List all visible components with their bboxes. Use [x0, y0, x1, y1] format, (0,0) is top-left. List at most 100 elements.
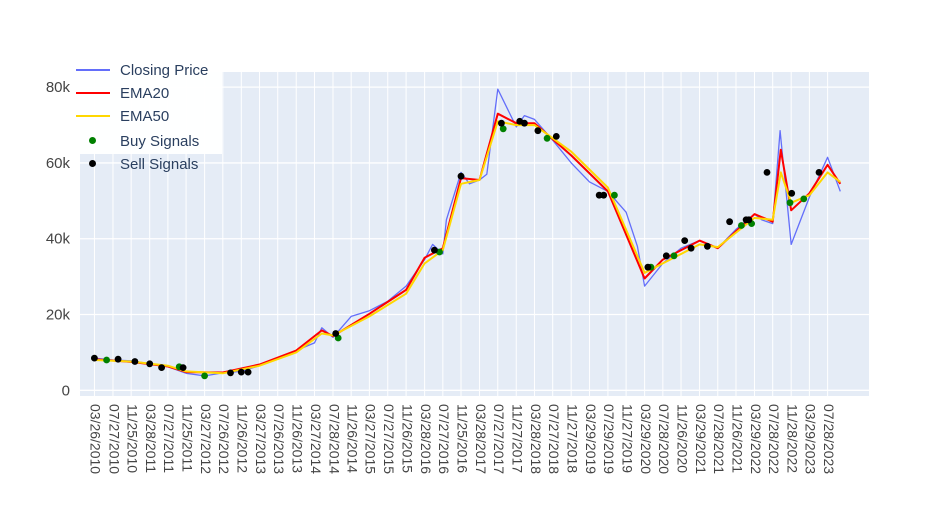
sell-signal-marker — [158, 364, 166, 371]
legend-swatch-ema50 — [76, 115, 110, 117]
x-tick-label: 11/26/2012 — [235, 404, 251, 473]
x-tick-label: 07/27/2015 — [381, 404, 397, 474]
buy-signal-marker — [670, 252, 678, 260]
legend-dot-buy-signals — [89, 137, 96, 144]
x-tick-label: 07/28/2022 — [766, 404, 782, 474]
x-tick-label: 07/29/2019 — [601, 404, 617, 474]
sell-signal-marker — [114, 355, 122, 363]
sell-signal-marker — [745, 216, 753, 224]
buy-signal-marker — [103, 356, 110, 364]
sell-signal-marker — [179, 364, 187, 371]
sell-signal-marker — [332, 330, 340, 337]
x-tick-label: 03/29/2022 — [748, 404, 764, 474]
legend-item-closing-price[interactable]: Closing Price — [70, 59, 222, 81]
x-tick-label: 03/27/2014 — [308, 404, 324, 474]
legend-label-sell-signals: Sell Signals — [120, 156, 199, 173]
y-tick-label: 80k — [46, 79, 71, 96]
y-tick-label: 0 — [62, 382, 70, 399]
sell-signal-marker — [521, 119, 528, 127]
x-tick-label: 11/27/2018 — [564, 404, 580, 473]
legend-item-ema20[interactable]: EMA20 — [70, 82, 222, 104]
legend-label-ema50: EMA50 — [120, 108, 170, 125]
x-tick-label: 03/26/2010 — [88, 404, 104, 474]
x-tick-label: 03/29/2020 — [638, 404, 654, 474]
legend-item-ema50[interactable]: EMA50 — [70, 105, 222, 127]
x-tick-label: 03/27/2015 — [363, 404, 379, 474]
legend-dot-sell-signals — [89, 160, 96, 167]
sell-signal-marker — [687, 244, 695, 252]
x-tick-label: 11/25/2011 — [179, 404, 195, 472]
x-tick-label: 11/25/2010 — [124, 404, 140, 473]
legend-label-closing-price: Closing Price — [120, 62, 209, 79]
x-tick-label: 03/28/2018 — [528, 404, 544, 474]
x-tick-label: 11/26/2015 — [399, 404, 415, 473]
sell-signal-marker — [498, 119, 505, 127]
legend-item-sell-signals[interactable]: Sell Signals — [70, 153, 222, 175]
x-tick-label: 07/27/2016 — [436, 404, 452, 474]
buy-signal-marker — [786, 199, 794, 207]
sell-signal-marker — [704, 242, 711, 250]
legend-item-buy-signals[interactable]: Buy Signals — [70, 130, 222, 152]
sell-signal-marker — [726, 218, 733, 226]
x-tick-label: 03/28/2011 — [143, 404, 159, 473]
x-tick-label: 11/26/2013 — [290, 404, 306, 473]
sell-signal-marker — [244, 368, 252, 376]
sell-signal-marker — [534, 127, 542, 135]
x-tick-label: 11/25/2016 — [454, 404, 470, 473]
sell-signal-marker — [131, 358, 139, 365]
sell-signal-marker — [815, 169, 823, 176]
x-tick-label: 07/28/2020 — [656, 404, 672, 474]
x-tick-label: 11/26/2020 — [674, 404, 690, 473]
x-tick-label: 07/27/2010 — [106, 404, 122, 474]
legend-swatch-closing-price — [76, 69, 110, 71]
sell-signal-marker — [600, 191, 608, 199]
x-tick-label: 03/29/2023 — [803, 404, 819, 474]
sell-signal-marker — [237, 368, 245, 376]
sell-signal-marker — [227, 369, 234, 377]
sell-signal-marker — [763, 169, 771, 176]
sell-signal-marker — [431, 246, 438, 254]
sell-signal-marker — [788, 189, 796, 197]
x-tick-label: 07/26/2013 — [271, 404, 287, 474]
x-tick-label: 03/28/2017 — [473, 404, 489, 474]
x-tick-label: 11/26/2014 — [344, 404, 360, 473]
legend[interactable]: Closing Price EMA20 EMA50 Buy Signals Se… — [70, 28, 222, 173]
sell-signal-marker — [552, 133, 560, 140]
x-tick-label: 03/27/2012 — [198, 404, 214, 474]
x-tick-label: 03/27/2013 — [253, 404, 269, 474]
buy-signal-marker — [499, 125, 507, 133]
x-tick-label: 07/27/2018 — [546, 404, 562, 474]
x-tick-label: 11/27/2017 — [510, 404, 526, 473]
x-tick-label: 07/26/2012 — [216, 404, 232, 474]
x-tick-label: 03/29/2019 — [583, 404, 599, 474]
x-tick-label: 11/27/2019 — [619, 404, 635, 473]
y-tick-label: 60k — [46, 155, 71, 172]
buy-signal-marker — [543, 134, 551, 142]
y-tick-label: 20k — [46, 307, 71, 324]
sell-signal-marker — [146, 360, 154, 368]
legend-label-buy-signals: Buy Signals — [120, 133, 200, 150]
buy-signal-marker — [800, 195, 808, 203]
x-tick-label: 07/28/2021 — [711, 404, 727, 474]
x-tick-label: 11/28/2022 — [784, 404, 800, 473]
sell-signal-marker — [681, 237, 689, 245]
legend-swatch-ema20 — [76, 92, 110, 94]
ema20-line — [94, 112, 842, 374]
sell-signal-marker — [662, 252, 670, 260]
sell-signal-marker — [457, 172, 465, 180]
y-tick-label: 40k — [46, 231, 71, 248]
x-tick-label: 07/27/2017 — [491, 404, 507, 474]
ema50-line — [94, 120, 841, 375]
x-tick-label: 07/27/2011 — [161, 404, 177, 473]
buy-signal-marker — [436, 248, 443, 256]
buy-signal-marker — [738, 222, 745, 229]
buy-signal-marker — [201, 372, 209, 380]
x-tick-label: 03/28/2016 — [418, 404, 434, 474]
legend-label-ema20: EMA20 — [120, 85, 170, 102]
x-tick-label: 03/29/2021 — [693, 404, 709, 474]
x-tick-label: 11/26/2021 — [729, 404, 745, 473]
sell-signal-marker — [644, 263, 652, 271]
buy-signal-marker — [611, 191, 618, 199]
